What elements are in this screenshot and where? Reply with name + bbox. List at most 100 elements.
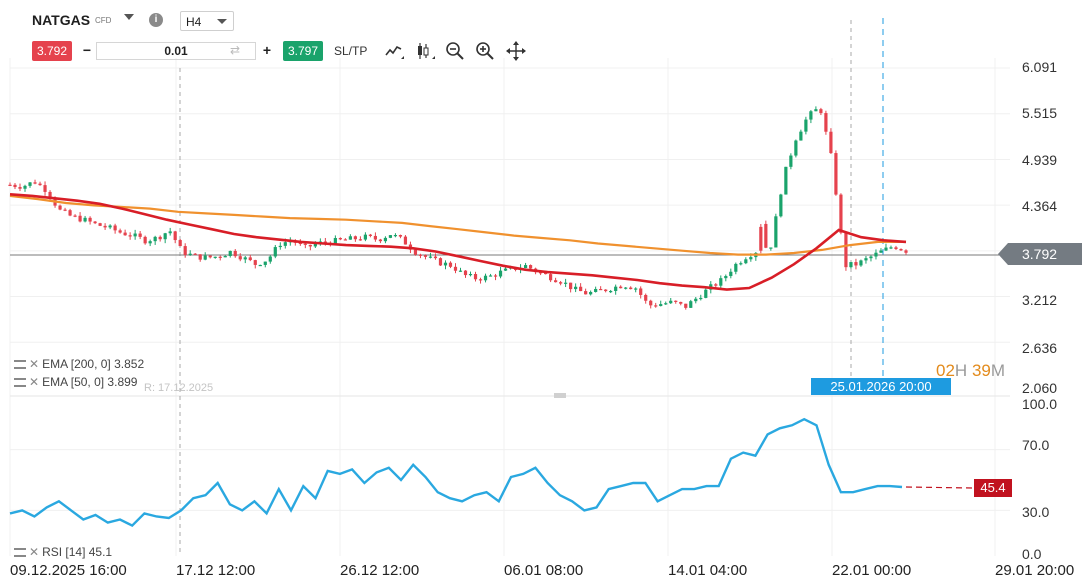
candle-body [729,271,733,277]
symbol-name[interactable]: NATGAS [32,12,91,28]
candle-body [63,209,67,211]
candle-body [899,249,903,251]
price-axis-label: 4.364 [1022,198,1058,214]
candle-body [238,256,242,260]
remove-indicator-icon[interactable]: ✕ [29,357,40,371]
time-axis-label: 22.01 00:00 [832,562,912,579]
symbol-dropdown-icon[interactable] [124,14,134,20]
volume-increase-button[interactable]: + [262,42,272,58]
rsi-axis-label: 30.0 [1022,504,1050,520]
candle-body [83,217,87,222]
candle-body [378,239,383,242]
swap-icon[interactable]: ⇄ [230,43,241,57]
rsi-legend[interactable]: ✕ RSI [14] 45.1 [14,545,112,559]
price-axis-label: 6.091 [1022,59,1058,75]
pane-resize-handle [554,393,566,398]
rsi-legend-label: RSI [14] 45.1 [42,545,113,559]
crosshair-icon[interactable] [505,40,527,62]
candle-body [594,288,598,292]
candle-body [198,254,202,260]
candle-body [383,237,388,242]
time-axis-label: 09.12.2025 16:00 [10,562,127,579]
candle-body [779,194,783,217]
candle-body [248,257,252,261]
price-axis-label: 2.636 [1022,340,1058,356]
candle-body [714,284,718,286]
candle-body [574,286,578,290]
candle-body [273,247,277,257]
candle-body [614,286,618,291]
candle-body [278,245,282,248]
candle-body [674,300,678,302]
ema200-legend[interactable]: ✕ EMA [200, 0] 3.852 [14,357,144,371]
line-type-icon[interactable] [383,40,405,62]
candle-body [303,243,307,245]
candle-body [188,253,192,255]
info-icon[interactable]: i [149,13,163,27]
time-axis-label: 14.01 04:00 [668,562,748,579]
candle-body [669,300,673,304]
rsi-axis-label: 70.0 [1022,437,1050,453]
candle-body [589,291,593,295]
candle-body [894,247,898,250]
candle-body [133,233,137,237]
candle-body [769,247,773,249]
candle-body [624,287,628,289]
candle-body [689,301,693,308]
candle-body [734,263,738,272]
candle-body [168,231,172,234]
candle-body [834,153,838,195]
candle-body [268,256,272,262]
timeframe-select[interactable]: H4 [180,11,234,31]
candle-body [263,261,267,265]
candle-body [48,191,52,198]
ema50-legend[interactable]: ✕ EMA [50, 0] 3.899 [14,375,137,389]
candles-icon[interactable] [414,40,436,62]
candle-body [884,247,888,251]
candle-body [343,239,347,241]
candle-body [103,225,107,228]
toolbar: NATGAS CFD i H4 3.792 − 0.01 ⇄ + 3.797 S… [0,0,1091,70]
candle-body [453,266,458,271]
candle-body [123,232,127,236]
candle-body [358,239,362,241]
candle-body [849,262,853,268]
candle-body [23,185,27,189]
zoom-out-icon[interactable] [444,40,466,62]
candle-body [373,235,378,240]
candle-body [323,241,327,243]
candle-body [208,255,212,258]
candle-body [819,109,823,114]
zoom-in-icon[interactable] [474,40,496,62]
settings-lines-icon[interactable] [14,378,26,388]
candle-body [538,272,543,274]
candle-body [619,286,623,289]
candle-body [128,235,132,237]
candle-body [173,231,177,241]
candle-body [163,233,167,240]
sell-button[interactable]: 3.792 [32,41,72,61]
candle-body [559,282,563,284]
volume-decrease-button[interactable]: − [82,42,92,58]
candle-body [503,268,508,271]
sl-tp-button[interactable]: SL/TP [334,44,368,58]
candle-body [393,235,398,237]
settings-lines-icon[interactable] [14,360,26,370]
candle-body [493,275,498,277]
volume-input[interactable]: 0.01 [96,42,256,60]
settings-lines-icon[interactable] [14,548,26,558]
ema50-line [9,194,906,256]
candle-body [844,232,848,268]
candle-body [438,258,443,266]
remove-indicator-icon[interactable]: ✕ [29,375,40,389]
candle-body [468,273,473,276]
candle-body [749,257,753,260]
candle-body [8,184,12,186]
candle-body [543,272,548,275]
remove-indicator-icon[interactable]: ✕ [29,545,40,559]
candle-body [108,225,112,228]
candle-body [413,249,418,255]
buy-button[interactable]: 3.797 [283,41,323,61]
candle-body [193,253,197,255]
